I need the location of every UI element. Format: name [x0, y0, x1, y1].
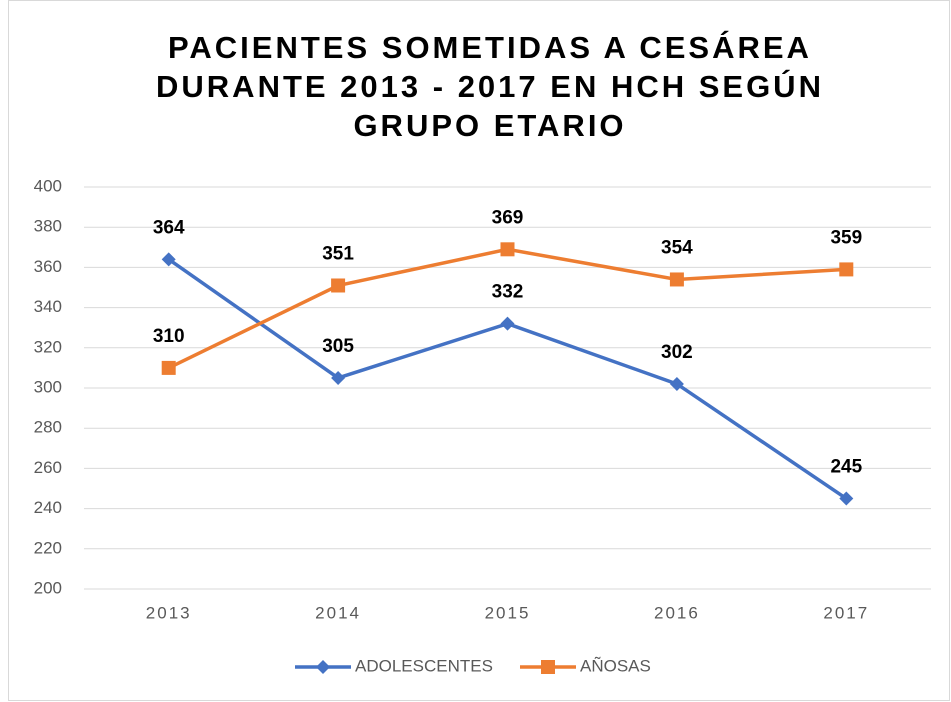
x-tick-label: 2016: [654, 603, 700, 622]
data-label: 369: [492, 207, 524, 228]
y-tick-label: 280: [34, 418, 62, 437]
marker: [669, 376, 684, 391]
data-label: 310: [153, 326, 185, 347]
x-tick-label: 2014: [315, 603, 361, 622]
marker: [839, 491, 854, 506]
legend-label: AÑOSAS: [580, 656, 651, 675]
y-tick-label: 360: [34, 257, 62, 276]
marker: [316, 660, 330, 674]
chart-title: GRUPO ETARIO: [353, 108, 626, 143]
data-label: 351: [322, 244, 354, 265]
marker: [331, 370, 346, 385]
x-tick-label: 2013: [146, 603, 192, 622]
y-tick-label: 260: [34, 458, 62, 477]
data-label: 354: [661, 237, 693, 258]
y-tick-label: 400: [34, 176, 62, 195]
marker: [839, 262, 854, 277]
chart-frame: [8, 0, 950, 701]
y-tick-label: 240: [34, 498, 62, 517]
data-label: 305: [322, 336, 354, 357]
data-label: 332: [492, 282, 524, 303]
x-tick-label: 2015: [485, 603, 531, 622]
marker: [500, 242, 515, 257]
y-tick-label: 300: [34, 377, 62, 396]
marker: [161, 252, 176, 267]
marker: [500, 316, 515, 331]
marker: [541, 660, 555, 674]
y-tick-label: 340: [34, 297, 62, 316]
y-tick-label: 380: [34, 217, 62, 236]
marker: [161, 360, 176, 375]
marker: [331, 278, 346, 293]
marker: [669, 272, 684, 287]
chart-title: DURANTE 2013 - 2017 EN HCH SEGÚN: [156, 68, 824, 104]
data-label: 245: [830, 457, 862, 478]
y-tick-label: 320: [34, 337, 62, 356]
data-label: 364: [153, 217, 185, 238]
x-tick-label: 2017: [823, 603, 869, 622]
legend-label: ADOLESCENTES: [355, 656, 493, 675]
y-tick-label: 220: [34, 538, 62, 557]
y-tick-label: 200: [34, 578, 62, 597]
chart-title: PACIENTES SOMETIDAS A CESÁREA: [168, 30, 812, 65]
data-label: 359: [830, 227, 862, 248]
data-label: 302: [661, 342, 693, 363]
